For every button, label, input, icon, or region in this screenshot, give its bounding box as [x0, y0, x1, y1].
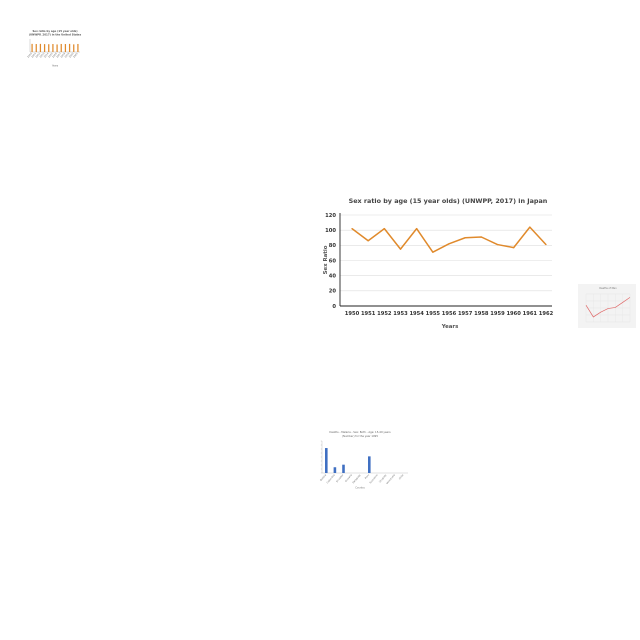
chart-main-series [351, 226, 547, 253]
chart-small-top-left-svg: Sex ratio by age (15 year olds) (UNWPP, … [27, 29, 82, 68]
x-tick-label: 1953 [393, 311, 408, 317]
bar [368, 456, 371, 473]
x-tick-label: 1962 [539, 311, 554, 317]
data-point [399, 248, 402, 250]
x-tick-label: 1953 [39, 52, 46, 59]
x-tick-label: 1955 [426, 311, 441, 317]
chart-small-right-svg: Deaths of Men [585, 287, 631, 323]
chart-small-top-left-subtitle: (UNWPP, 2017) in the United States [29, 33, 82, 37]
data-point [496, 243, 499, 246]
x-tick-label: 1950 [27, 52, 34, 59]
x-tick-label: Ecuador [336, 474, 345, 483]
x-tick-label: Bolivia [320, 473, 328, 481]
bar [73, 44, 75, 52]
chart-small-top-left-plot: 1950195119521953195419551956195719581959… [27, 39, 80, 59]
bar [60, 43, 62, 52]
x-tick-label: Venezuela [386, 473, 397, 485]
x-tick-label: 1956 [442, 311, 457, 317]
chart-small-top-left-xlabel: Years [52, 65, 59, 68]
chart-small-right: Deaths of Men [578, 284, 636, 328]
bar [77, 43, 79, 52]
x-tick-label: 1961 [72, 52, 79, 59]
x-tick-label: 1954 [409, 311, 424, 317]
x-tick-label: Suriname [369, 473, 379, 484]
data-point [529, 226, 531, 228]
data-point [480, 236, 482, 238]
bar [52, 44, 54, 52]
y-tick-label: 60 [329, 258, 337, 264]
bar [31, 43, 33, 52]
x-tick-label: 1958 [474, 311, 489, 317]
chart-small-bottom: Deaths - Malaria - Sex: Both - Age: 15-4… [308, 428, 412, 490]
chart-main-ylabel: Sex Ratio [323, 245, 329, 274]
data-point [513, 247, 515, 249]
x-tick-label: 1950 [345, 311, 360, 317]
data-point [416, 228, 418, 230]
x-tick-label: Uruguay [378, 473, 387, 483]
data-point [351, 228, 353, 230]
y-tick-label: 80 [329, 243, 337, 249]
x-tick-label: 1955 [47, 52, 54, 59]
bar [35, 44, 37, 52]
x-tick-label: 1959 [64, 52, 71, 59]
chart-small-bottom-xlabel: Country [355, 487, 365, 490]
chart-small-bottom-title: Deaths - Malaria - Sex: Both - Age: 15-4… [329, 430, 391, 434]
bar [333, 467, 337, 473]
series-line [585, 297, 631, 318]
bar [48, 44, 50, 52]
x-tick-label: 1957 [458, 311, 473, 317]
chart-main-yticks: 0 20 40 60 80 100 120 [325, 213, 336, 310]
chart-main-xticks: 1950 1951 1952 1953 1954 1955 1956 1957 1958 1959… [345, 311, 554, 317]
data-point [464, 237, 466, 239]
data-point [545, 243, 547, 246]
chart-small-bottom-plot: Bolivia Colombia Ecuador Guyana Paraguay Peru… [320, 440, 408, 485]
x-tick-label: 1951 [31, 52, 38, 59]
x-tick-label: 1952 [377, 311, 392, 317]
chart-small-top-left: Sex ratio by age (15 year olds) (UNWPP, … [24, 28, 82, 68]
bar [56, 44, 58, 52]
bar [43, 44, 46, 52]
chart-small-right-title: Deaths of Men [599, 287, 617, 290]
bar [64, 44, 67, 52]
y-tick-label: 100 [325, 228, 336, 234]
x-tick-label: 1957 [56, 52, 63, 59]
bar [68, 43, 71, 52]
data-point [367, 240, 369, 242]
x-tick-label: 1960 [506, 311, 521, 317]
y-tick-label: 0 [332, 304, 336, 310]
x-tick-label: Paraguay [352, 473, 362, 484]
bar [39, 43, 42, 52]
x-tick-label: 1961 [523, 311, 538, 317]
data-point [432, 251, 434, 253]
series-line [351, 226, 547, 253]
chart-main-svg: Sex ratio by age (15 year olds) (UNWPP, … [323, 197, 554, 330]
y-tick-label: 40 [329, 273, 337, 279]
x-tick-label: Colombia [326, 473, 336, 484]
x-tick-label: 1952 [35, 52, 42, 59]
bar [342, 464, 345, 473]
x-tick-label: 1958 [60, 52, 67, 59]
chart-main: Sex ratio by age (15 year olds) (UNWPP, … [318, 192, 560, 334]
x-tick-label: 1960 [68, 52, 75, 59]
chart-small-bottom-svg: Deaths - Malaria - Sex: Both - Age: 15-4… [320, 430, 408, 490]
chart-small-right-plot [585, 293, 631, 323]
x-tick-label: 1956 [52, 52, 59, 59]
data-point [448, 243, 450, 245]
x-tick-label: 1959 [490, 311, 505, 317]
x-tick-label: 1954 [43, 52, 50, 59]
bar [325, 448, 328, 473]
chart-small-top-left-title: Sex ratio by age (15 year olds) [32, 29, 77, 33]
y-tick-label: 120 [325, 213, 336, 219]
chart-small-bottom-subtitle: (Number) for the year 1995 [342, 434, 378, 438]
chart-main-grid [339, 213, 552, 307]
y-tick-label: 20 [329, 289, 337, 295]
x-tick-label: Peru [364, 473, 370, 479]
x-tick-label: Chile [398, 473, 404, 480]
data-point [383, 228, 385, 230]
x-tick-label: Guyana [345, 473, 354, 482]
chart-main-xlabel: Years [441, 324, 459, 330]
x-tick-label: 1951 [361, 311, 376, 317]
chart-main-title: Sex ratio by age (15 year olds) (UNWPP, … [349, 197, 548, 205]
